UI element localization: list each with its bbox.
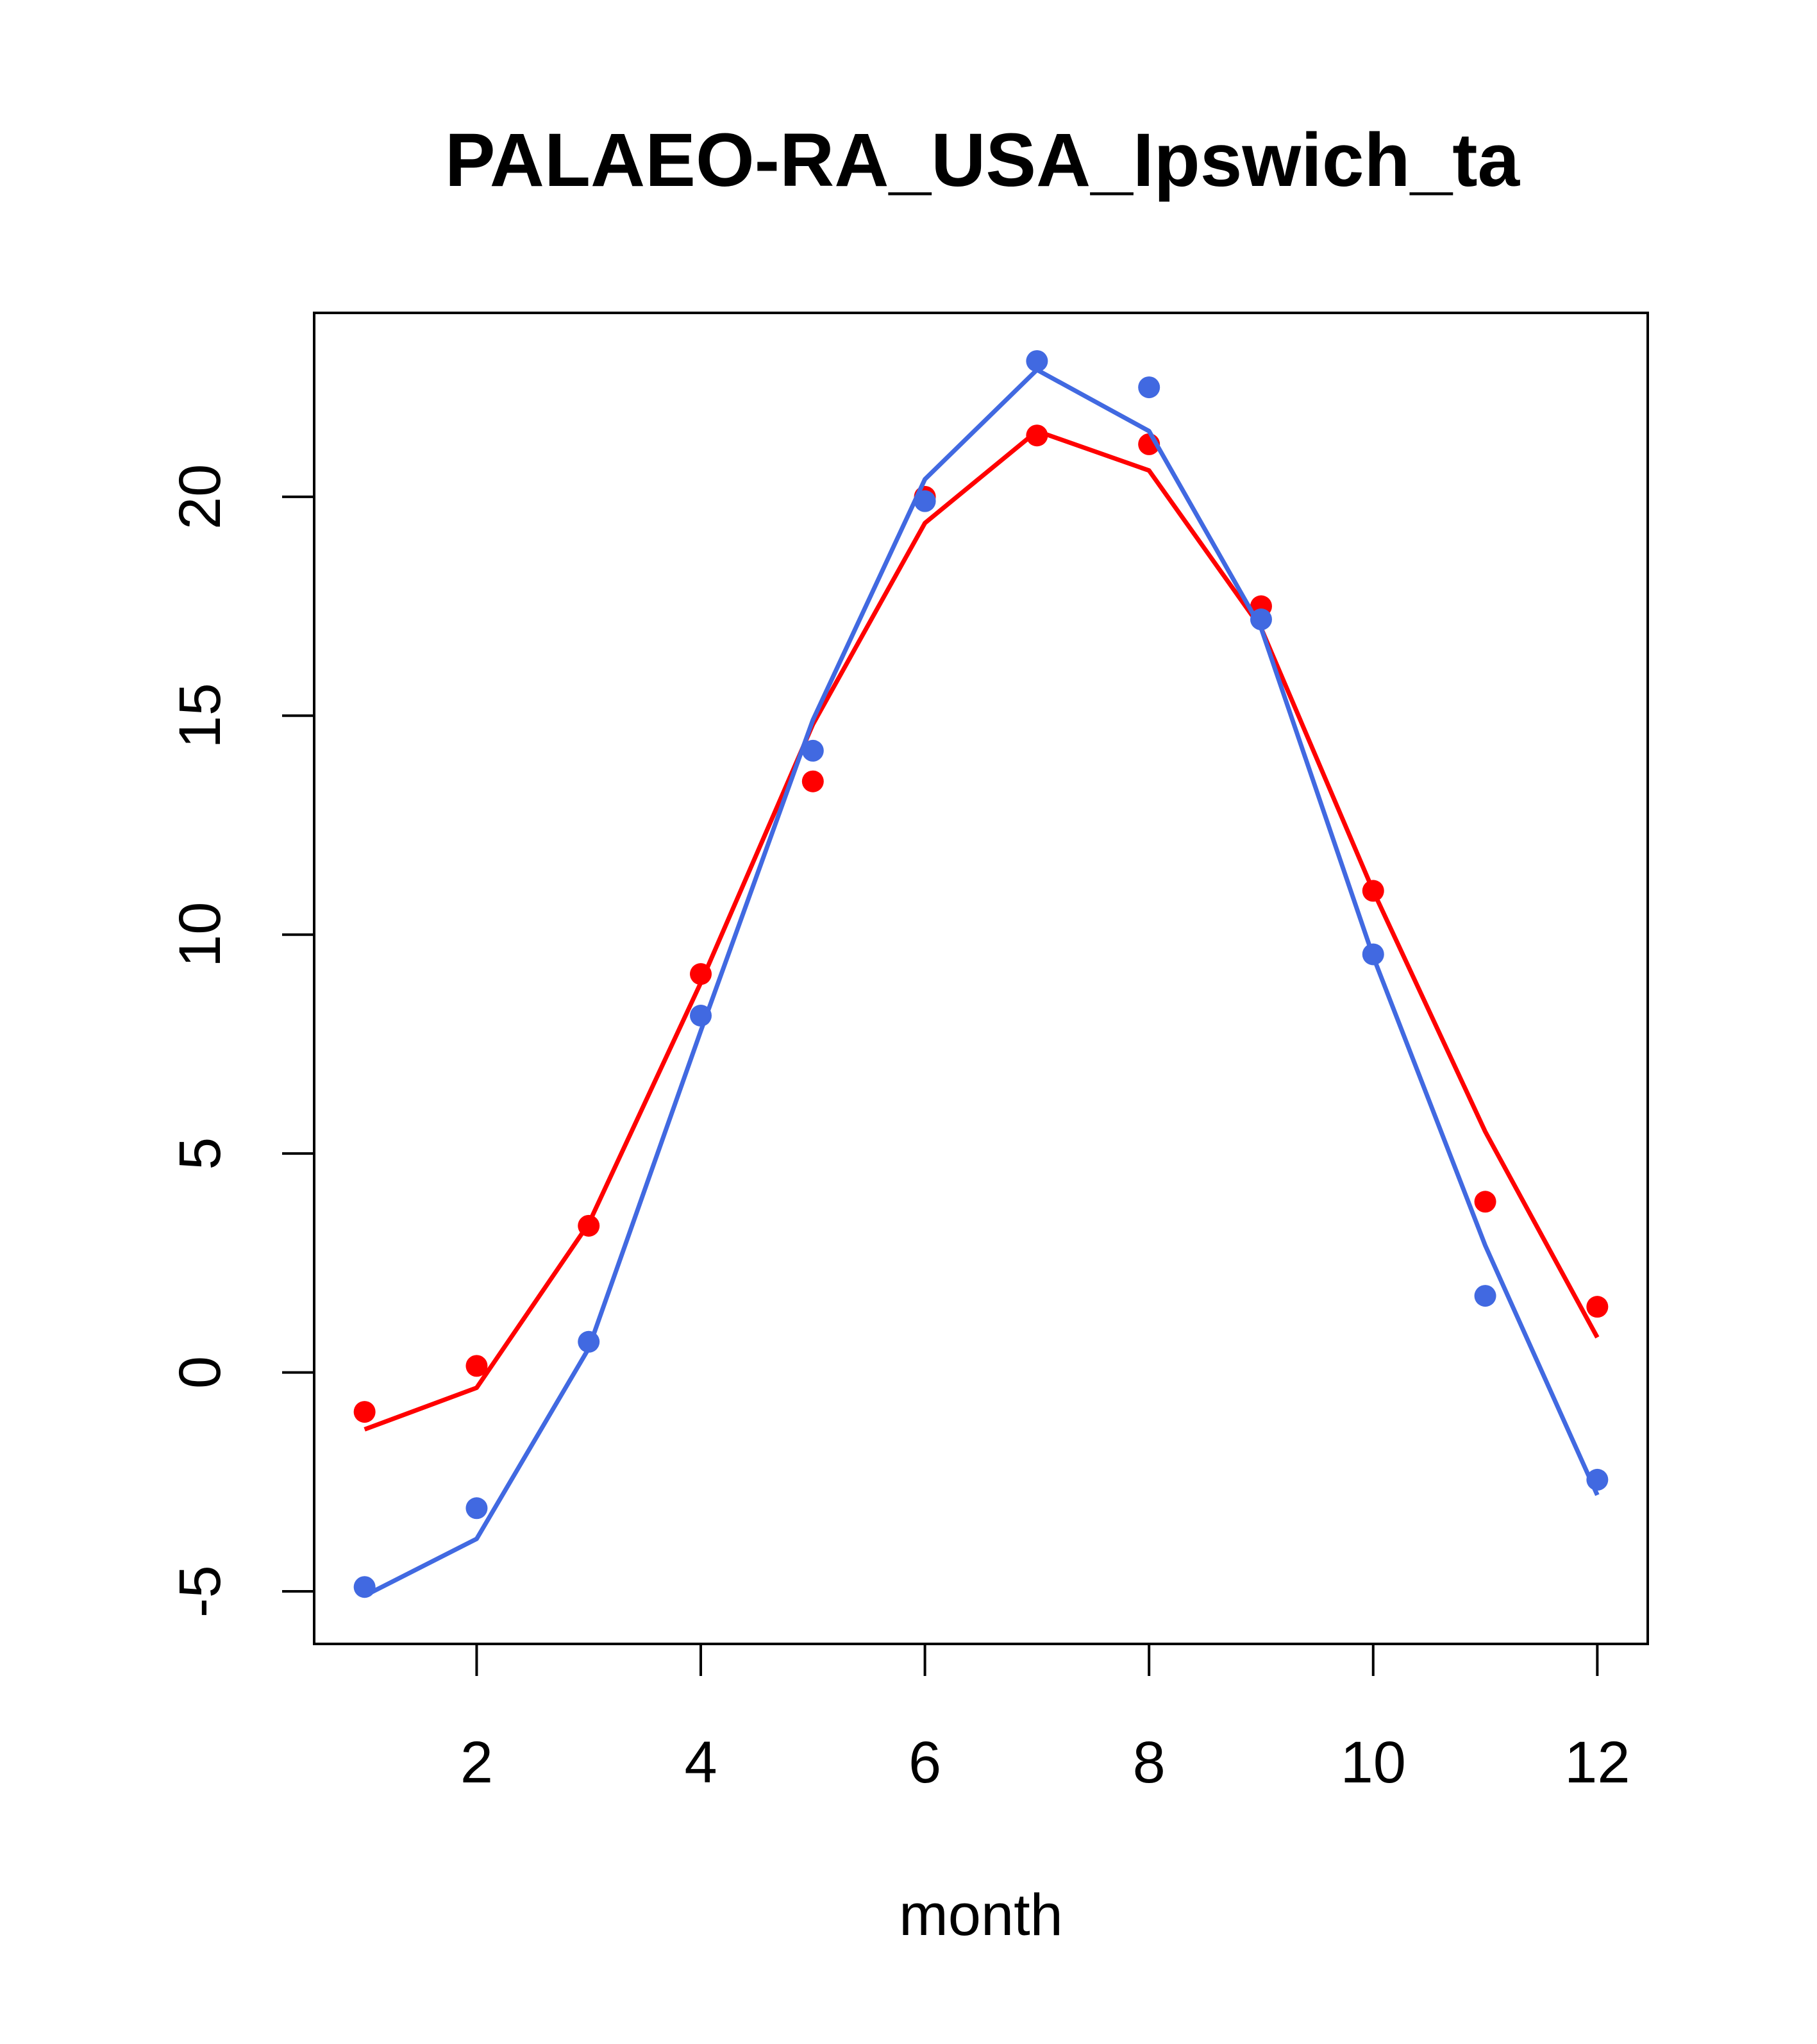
x-axis-label: month	[899, 1882, 1063, 1948]
y-tick-label: 20	[167, 464, 233, 530]
series-line	[364, 367, 1600, 1598]
data-point	[465, 1355, 488, 1377]
data-point	[1586, 1296, 1609, 1318]
data-point	[1026, 350, 1048, 373]
series-2	[353, 350, 1609, 1598]
x-tick-label: 6	[908, 1730, 941, 1795]
y-tick-label: -5	[167, 1565, 233, 1618]
data-point	[353, 1576, 376, 1598]
x-tick-label: 8	[1133, 1730, 1166, 1795]
data-point	[1138, 376, 1160, 399]
data-point	[1474, 1285, 1496, 1307]
data-point	[1474, 1191, 1496, 1213]
data-point	[353, 1401, 376, 1423]
data-point	[801, 770, 824, 792]
data-point	[1362, 943, 1384, 966]
chart-title: PALAEO-RA_USA_Ipswich_ta	[445, 118, 1521, 203]
data-point	[1362, 880, 1384, 902]
data-point	[1026, 424, 1048, 447]
x-tick-label: 10	[1341, 1730, 1406, 1795]
data-point	[914, 490, 936, 512]
data-point	[1586, 1468, 1609, 1491]
x-tick-label: 4	[684, 1730, 717, 1795]
plot-frame	[313, 312, 1649, 1645]
y-tick-label: 15	[167, 683, 233, 748]
series-line	[364, 428, 1600, 1432]
y-tick-label: 0	[167, 1356, 233, 1389]
data-point	[465, 1497, 488, 1520]
x-tick-label: 12	[1564, 1730, 1630, 1795]
data-point	[578, 1330, 600, 1353]
x-tick-label: 2	[460, 1730, 493, 1795]
data-point	[690, 963, 712, 985]
data-point	[801, 739, 824, 762]
y-tick-label: 5	[167, 1137, 233, 1170]
series-1	[353, 424, 1609, 1432]
data-point	[690, 1005, 712, 1027]
data-point	[1250, 608, 1272, 631]
data-point	[578, 1214, 600, 1237]
y-tick-label: 10	[167, 902, 233, 968]
